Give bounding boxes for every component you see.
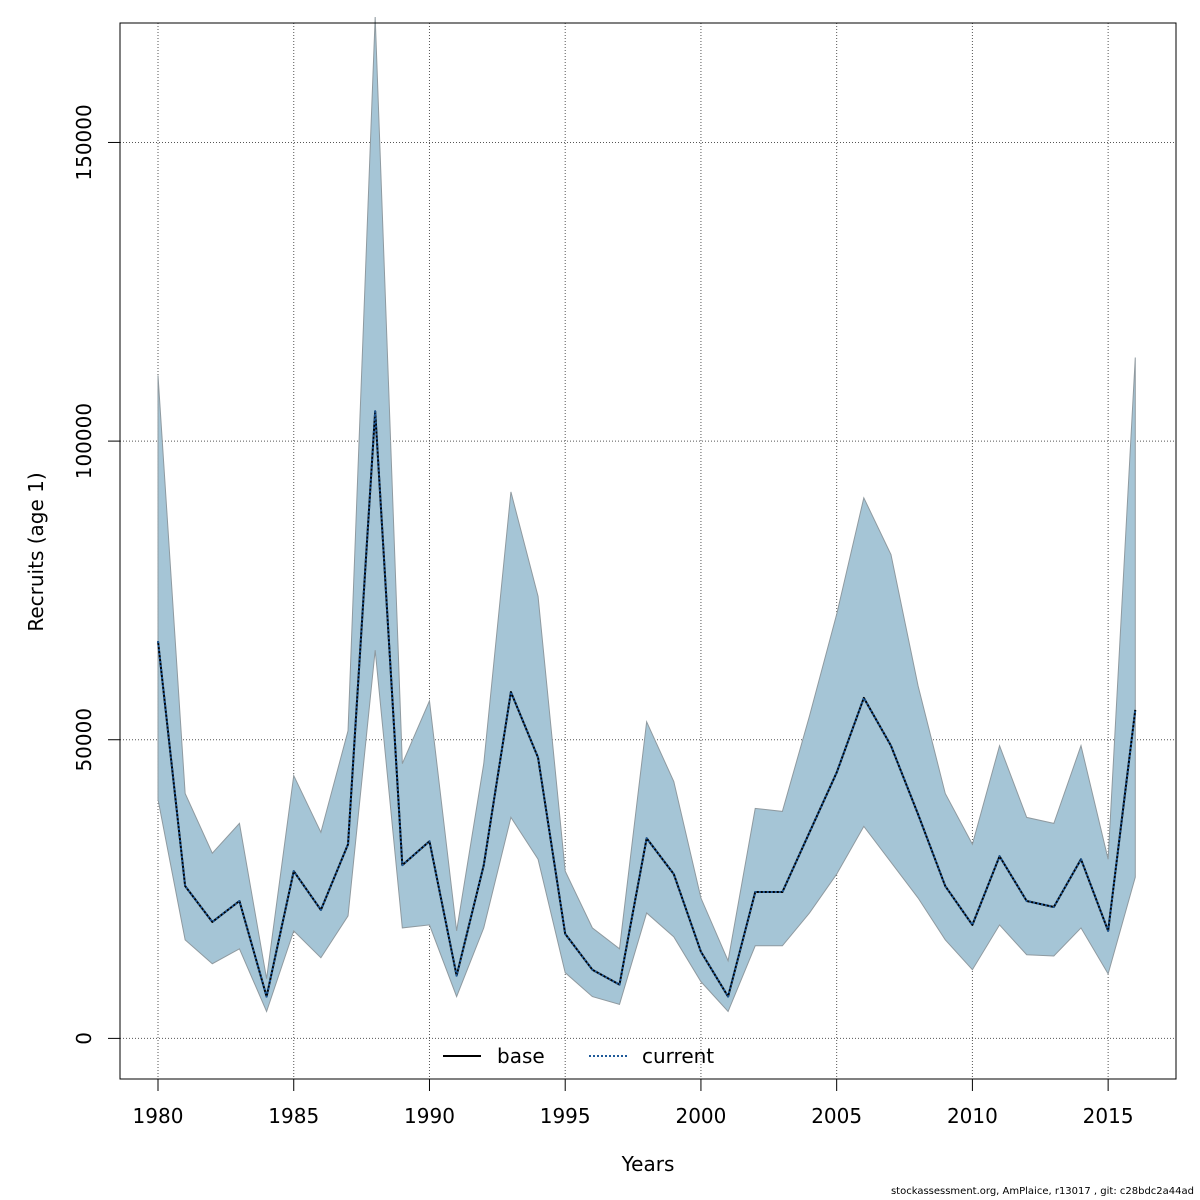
x-axis-title: Years — [621, 1152, 675, 1176]
y-tick-label-50000: 50000 — [72, 708, 96, 772]
x-tick-label-2010: 2010 — [947, 1104, 998, 1128]
legend-label-current: current — [642, 1044, 714, 1068]
x-tick-label-2005: 2005 — [811, 1104, 862, 1128]
credit-footer: stockassessment.org, AmPlaice, r13017 , … — [890, 1186, 1194, 1197]
legend-label-base: base — [497, 1044, 545, 1068]
y-tick-label-100000: 100000 — [72, 403, 96, 479]
y-tick-label-150000: 150000 — [72, 104, 96, 180]
y-tick-label-0: 0 — [72, 1032, 96, 1045]
series-lines — [157, 410, 1137, 998]
series-line-current — [157, 410, 1137, 998]
x-tick-label-1985: 1985 — [268, 1104, 319, 1128]
x-tick-label-1980: 1980 — [133, 1104, 184, 1128]
legend: base current — [443, 1044, 714, 1068]
x-tick-label-2015: 2015 — [1083, 1104, 1134, 1128]
x-axis: 1980 1985 1990 1995 2000 2005 2010 2015 — [133, 1078, 1134, 1128]
x-tick-label-1995: 1995 — [540, 1104, 591, 1128]
confidence-band — [157, 17, 1136, 1013]
y-axis: 0 50000 100000 150000 — [72, 104, 121, 1045]
confidence-band-area — [157, 17, 1136, 1013]
y-axis-title: Recruits (age 1) — [24, 472, 48, 631]
x-tick-label-2000: 2000 — [675, 1104, 726, 1128]
x-tick-label-1990: 1990 — [404, 1104, 455, 1128]
